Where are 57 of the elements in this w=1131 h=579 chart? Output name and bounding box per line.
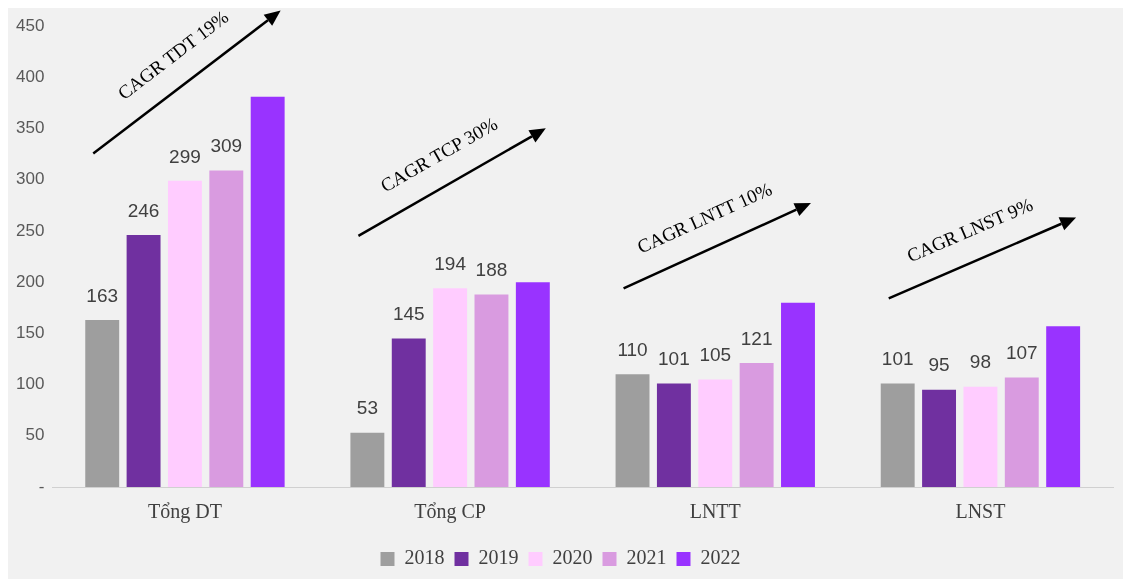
bar	[167, 180, 202, 487]
bar	[880, 383, 915, 487]
y-tick-label: 400	[15, 67, 45, 87]
bar	[1046, 326, 1081, 487]
data-label: 101	[658, 348, 690, 370]
legend-label: 2018	[404, 546, 445, 569]
bar	[433, 288, 468, 487]
data-label: 101	[881, 348, 914, 370]
data-label: 246	[127, 199, 160, 221]
data-label: 98	[969, 351, 991, 373]
legend-label: 2019	[478, 546, 519, 569]
bar	[781, 302, 815, 487]
bar	[391, 338, 426, 487]
bar	[963, 386, 998, 487]
y-tick-label: 450	[15, 15, 45, 35]
y-tick-label: -	[38, 476, 45, 496]
data-label: 110	[617, 339, 648, 361]
y-tick-label: 250	[15, 220, 45, 240]
data-label: 95	[928, 354, 950, 376]
y-tick-label: 300	[15, 169, 45, 189]
y-tick-label: 100	[15, 374, 45, 394]
data-label: 299	[169, 145, 201, 167]
bar	[656, 383, 691, 487]
bar	[922, 389, 957, 487]
bar	[350, 432, 385, 487]
data-label: 53	[356, 397, 378, 419]
annotation: CAGR LNTT 10%	[634, 178, 776, 258]
data-label: 105	[699, 344, 732, 366]
y-tick-label: 50	[25, 425, 45, 445]
bar	[515, 282, 550, 487]
data-label: 163	[86, 284, 119, 306]
bar	[474, 294, 509, 487]
x-tick-label: LNTT	[689, 500, 741, 523]
bar	[1004, 377, 1039, 487]
data-label: 121	[740, 327, 773, 349]
annotation: CAGR LNST 9%	[903, 193, 1037, 267]
data-label: 194	[434, 253, 467, 275]
y-tick-label: 200	[15, 271, 45, 291]
legend-label: 2022	[700, 546, 741, 569]
bar	[209, 170, 244, 487]
x-tick-label: Tổng CP	[414, 500, 486, 524]
data-label: 309	[210, 135, 243, 157]
bar	[250, 96, 285, 487]
bar	[126, 235, 161, 487]
data-label: 145	[392, 303, 425, 325]
y-tick-label: 150	[15, 323, 45, 343]
x-tick-label: Tổng DT	[148, 500, 222, 524]
bar	[739, 363, 774, 487]
y-tick-label: 350	[15, 118, 45, 138]
bar	[85, 320, 120, 487]
legend-label: 2020	[552, 546, 593, 569]
x-tick-label: LNST	[955, 500, 1006, 523]
legend-label: 2021	[626, 546, 667, 569]
data-label: 107	[1005, 342, 1038, 364]
bar	[698, 379, 733, 487]
bar	[615, 374, 650, 487]
data-label: 188	[475, 259, 508, 281]
